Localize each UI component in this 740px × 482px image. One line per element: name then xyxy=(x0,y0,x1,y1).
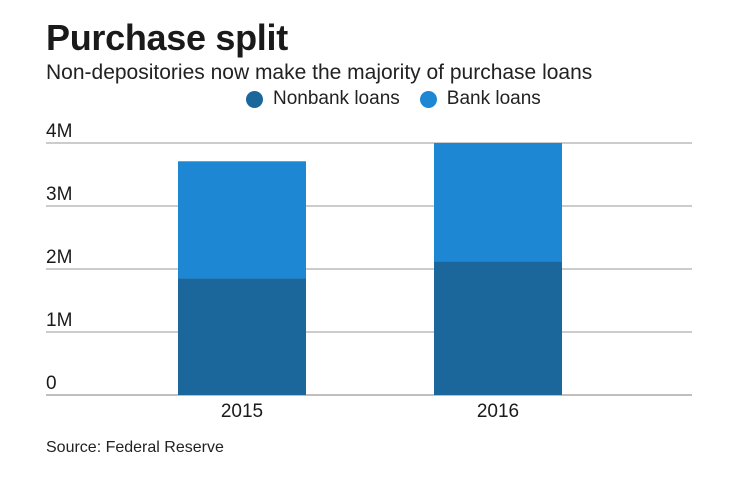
x-tick-label: 2015 xyxy=(221,401,263,422)
legend: Nonbank loans Bank loans xyxy=(246,88,541,110)
legend-label-bank: Bank loans xyxy=(446,88,541,109)
bar-nonbank-2015 xyxy=(178,278,306,395)
y-tick-label: 0 xyxy=(46,373,57,394)
legend-label-nonbank: Nonbank loans xyxy=(273,88,400,109)
source-note: Source: Federal Reserve xyxy=(46,439,224,456)
y-tick-label: 4M xyxy=(46,121,72,142)
legend-item-nonbank: Nonbank loans xyxy=(246,88,400,110)
y-tick-label: 3M xyxy=(46,184,72,205)
legend-swatch-bank xyxy=(419,90,437,108)
x-tick-label: 2016 xyxy=(477,401,519,422)
bar-bank-2015 xyxy=(178,161,306,279)
chart-title: Purchase split xyxy=(46,17,288,58)
y-tick-label: 2M xyxy=(46,247,72,268)
bar-bank-2016 xyxy=(434,143,562,262)
bar-nonbank-2016 xyxy=(434,261,562,395)
chart-subtitle: Non-depositories now make the majority o… xyxy=(46,61,593,84)
legend-item-bank: Bank loans xyxy=(419,88,541,110)
legend-swatch-nonbank xyxy=(246,90,263,108)
y-tick-label: 1M xyxy=(46,310,72,331)
